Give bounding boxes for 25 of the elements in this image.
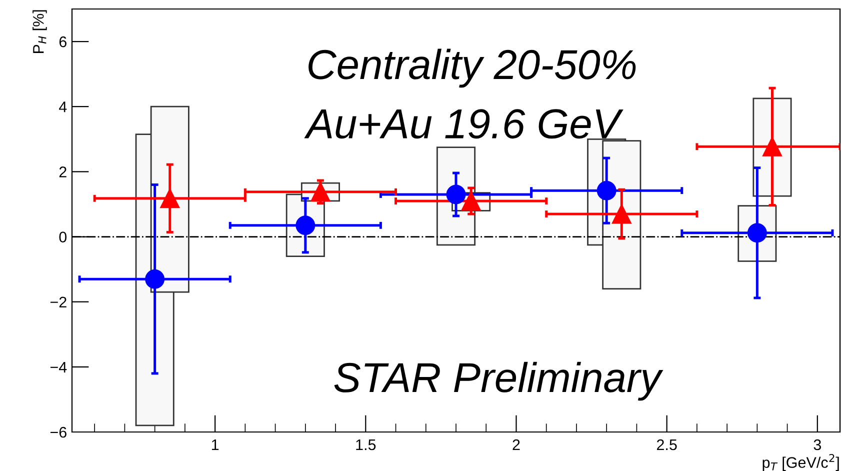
x-tick-label: 1.5 (356, 440, 376, 450)
x-tick-label: 2.5 (656, 439, 677, 450)
y-tick-label: −4 (50, 362, 67, 372)
y-tick-label: −2 (50, 296, 66, 308)
x-axis-title: p$_{T}$ [GeV/c$^{2}$] (762, 454, 839, 471)
x-tick-label: 2 (512, 439, 520, 450)
y-tick-label: 2 (59, 166, 66, 178)
point (145, 269, 165, 289)
point (160, 188, 180, 208)
point (612, 204, 632, 224)
point (461, 191, 481, 211)
y-tick-label: −6 (50, 426, 66, 438)
y-tick-label: 4 (58, 102, 67, 112)
y-axis-title: P$_{H}$ [%] (32, 10, 47, 53)
point (446, 184, 466, 204)
annotation: Au+Au 19.6 GeV (304, 109, 624, 139)
y-tick-label: 6 (59, 36, 66, 48)
point (762, 136, 782, 156)
x-tick-label: 1 (212, 440, 219, 450)
y-tick-label: 0 (59, 232, 67, 242)
annotation: Centrality 20-50% (308, 48, 636, 88)
x-tick-label: 3 (814, 439, 821, 450)
point (310, 182, 330, 202)
point (596, 180, 616, 200)
annotation: STAR Preliminary (334, 362, 664, 401)
